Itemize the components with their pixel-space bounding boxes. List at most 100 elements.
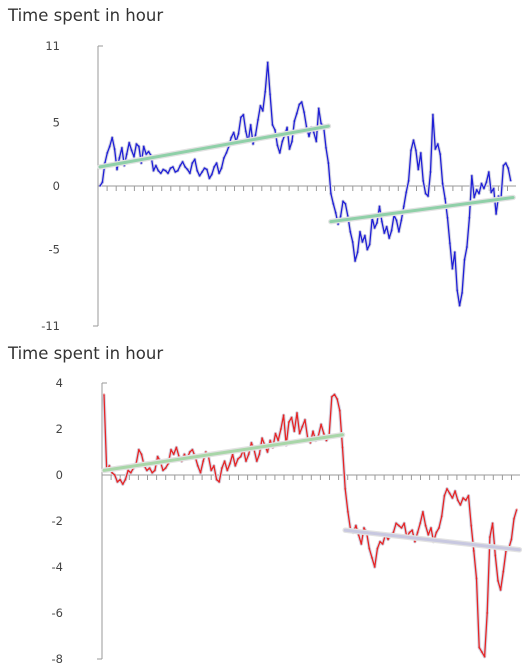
data-point [411, 529, 414, 532]
data-point [274, 432, 277, 435]
trendline [98, 124, 330, 169]
data-point [196, 464, 199, 467]
data-point [402, 205, 405, 208]
data-point [154, 164, 158, 167]
data-point [451, 267, 454, 270]
y-tick-label: 4 [56, 376, 63, 390]
data-point [118, 156, 121, 160]
data-point [220, 167, 223, 170]
data-point [301, 425, 304, 428]
data-point [298, 103, 301, 106]
data-point [295, 112, 298, 115]
data-point [237, 132, 240, 135]
data-point [215, 161, 218, 165]
data-point [477, 192, 481, 195]
data-point [220, 466, 224, 470]
data-point [230, 136, 233, 139]
data-point [386, 538, 390, 541]
data-point [222, 156, 226, 160]
data-point [298, 432, 301, 435]
data-point [236, 457, 240, 461]
data-point [422, 179, 425, 183]
data-point [483, 655, 486, 658]
data-point [281, 140, 284, 143]
data-point [394, 522, 398, 525]
data-point [145, 153, 148, 156]
data-point [473, 196, 476, 199]
data-point [414, 149, 418, 152]
y-tick-label: -4 [52, 560, 63, 574]
data-point [125, 153, 128, 156]
data-point [266, 61, 269, 64]
data-point [370, 556, 374, 559]
data-point [175, 446, 178, 449]
data-point [176, 169, 179, 172]
data-point [311, 430, 315, 433]
data-point [250, 441, 253, 444]
data-point [215, 478, 218, 481]
data-point [258, 453, 261, 456]
data-point [488, 535, 492, 539]
data-point [329, 192, 333, 195]
data-point [254, 133, 257, 137]
data-point [496, 579, 500, 582]
data-point [436, 142, 439, 146]
data-point [322, 432, 325, 435]
data-point [251, 142, 255, 146]
y-tick-label: 0 [53, 179, 60, 193]
data-point [427, 533, 430, 536]
y-tick-label: -8 [52, 652, 63, 666]
data-point [202, 460, 205, 463]
data-point [358, 230, 362, 233]
data-point [153, 469, 157, 472]
data-point [380, 220, 384, 223]
data-point [181, 160, 184, 163]
data-point [333, 393, 336, 396]
data-point [363, 234, 367, 237]
data-point [106, 151, 109, 155]
data-point [290, 416, 293, 419]
data-point [424, 192, 427, 195]
data-point [482, 187, 486, 190]
data-point [156, 455, 159, 458]
data-point [111, 136, 114, 139]
data-point [429, 170, 432, 174]
data-point [475, 577, 478, 580]
data-point [191, 448, 194, 451]
data-point [164, 466, 167, 470]
data-point [487, 170, 490, 174]
data-point [468, 216, 471, 219]
data-point [159, 172, 162, 175]
data-point [463, 258, 466, 261]
data-point [360, 542, 363, 546]
data-point [277, 439, 280, 442]
data-point [290, 140, 294, 143]
data-point [108, 145, 111, 148]
data-point [124, 478, 127, 481]
data-point [186, 168, 189, 171]
data-point [302, 111, 306, 114]
y-tick-label: -11 [41, 319, 60, 333]
data-point [247, 453, 250, 456]
data-point [512, 517, 516, 520]
data-point [121, 483, 125, 486]
data-point [140, 453, 143, 456]
data-point [417, 168, 420, 171]
data-point [330, 395, 333, 398]
data-point [344, 487, 347, 490]
data-point [464, 499, 467, 502]
data-point [440, 515, 443, 518]
data-point [317, 107, 320, 110]
data-point [129, 471, 132, 474]
data-point [403, 522, 406, 525]
data-point [439, 153, 442, 156]
data-point [475, 188, 478, 191]
data-point [437, 526, 441, 530]
data-point [319, 423, 323, 426]
data-point [504, 161, 507, 165]
data-point [400, 526, 403, 530]
data-point [288, 147, 291, 151]
data-point [409, 149, 413, 152]
series-line-glow [98, 60, 513, 308]
data-point [142, 145, 145, 148]
